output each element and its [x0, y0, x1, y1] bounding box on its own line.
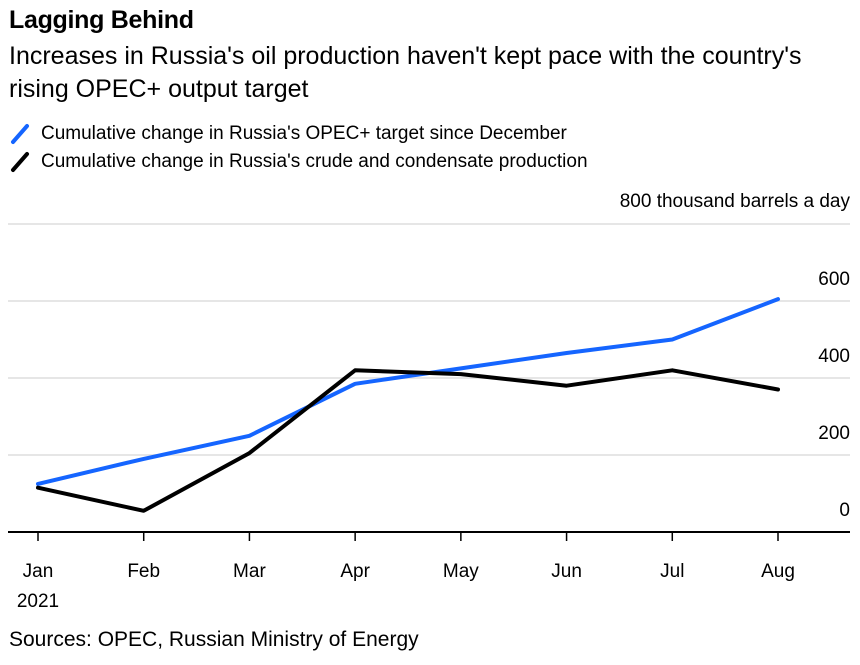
y-tick-label: 200	[818, 423, 850, 444]
legend-item-target: Cumulative change in Russia's OPEC+ targ…	[9, 120, 588, 148]
y-unit-label: 800 thousand barrels a day	[620, 191, 851, 212]
y-tick-label: 400	[818, 346, 850, 367]
legend-swatch-target	[11, 124, 29, 144]
x-tick-label: Aug	[761, 561, 795, 582]
x-tick-label: Jun	[551, 561, 582, 582]
y-tick-label: 0	[839, 500, 850, 521]
series-line-production	[36, 368, 780, 513]
series-line-target	[36, 297, 780, 486]
series-lines	[36, 297, 780, 513]
x-tick-label: Jul	[660, 561, 684, 582]
x-tick-label: May	[443, 561, 479, 582]
legend: Cumulative change in Russia's OPEC+ targ…	[9, 120, 588, 176]
chart-subtitle: Increases in Russia's oil production hav…	[9, 42, 802, 103]
x-tick-label: Mar	[233, 561, 266, 582]
legend-item-production: Cumulative change in Russia's crude and …	[9, 148, 588, 176]
legend-label-production: Cumulative change in Russia's crude and …	[41, 151, 588, 172]
x-year-label: 2021	[17, 591, 59, 612]
legend-swatch-production	[11, 152, 29, 172]
legend-label-target: Cumulative change in Russia's OPEC+ targ…	[41, 123, 567, 144]
chart-title: Lagging Behind	[9, 6, 194, 34]
x-tick-label: Feb	[127, 561, 160, 582]
grid	[8, 223, 850, 541]
x-tick-label: Jan	[23, 561, 54, 582]
y-tick-label: 600	[818, 269, 850, 290]
axis-labels: Jan Feb Mar Apr May Jun Jul Aug 2021 800 thousand…	[17, 191, 851, 612]
x-tick-label: Apr	[340, 561, 370, 582]
source-note: Sources: OPEC, Russian Ministry of Energ…	[9, 628, 419, 651]
